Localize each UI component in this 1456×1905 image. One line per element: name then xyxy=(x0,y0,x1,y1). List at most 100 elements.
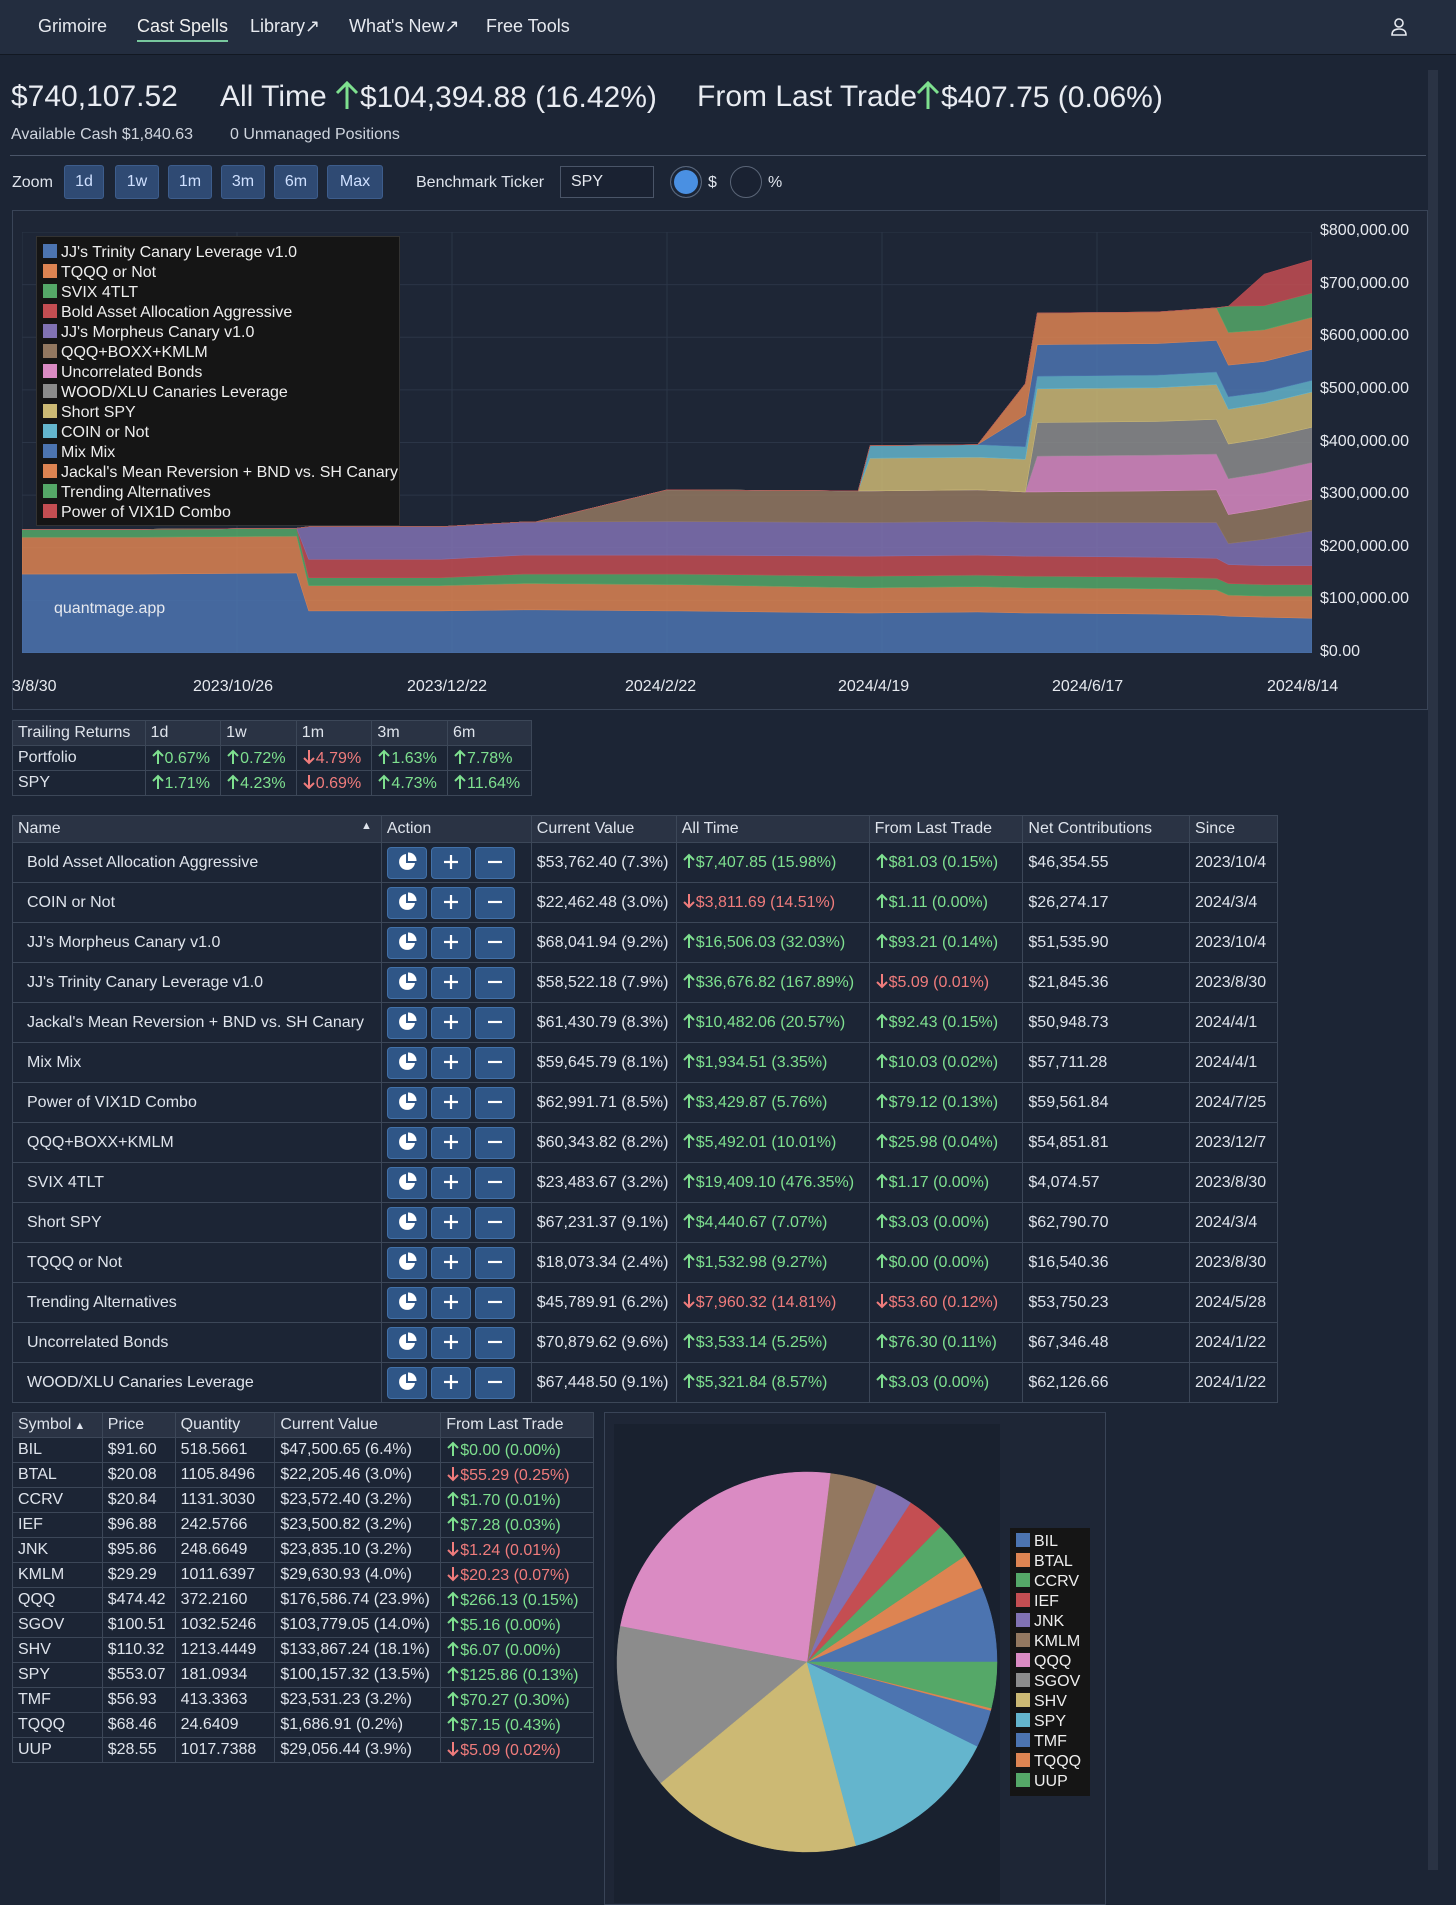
spell-name[interactable]: Mix Mix xyxy=(12,1042,382,1083)
spell-name[interactable]: TQQQ or Not xyxy=(12,1242,382,1283)
legend-item[interactable]: JJ's Trinity Canary Leverage v1.0 xyxy=(43,243,399,263)
allocation-button[interactable] xyxy=(386,1006,427,1039)
sort-asc-icon[interactable]: ▲ xyxy=(360,820,372,832)
allocation-button[interactable] xyxy=(386,846,427,879)
remove-funds-button[interactable] xyxy=(474,1246,515,1279)
add-funds-button[interactable] xyxy=(430,1286,471,1319)
spell-name[interactable]: Bold Asset Allocation Aggressive xyxy=(12,842,382,883)
allocation-button[interactable] xyxy=(386,1246,427,1279)
allocation-button[interactable] xyxy=(386,926,427,959)
remove-funds-button[interactable] xyxy=(474,1006,515,1039)
add-funds-button[interactable] xyxy=(430,1166,471,1199)
zoom-3m-button[interactable]: 3m xyxy=(221,165,265,199)
percent-radio[interactable] xyxy=(730,166,762,198)
spell-name[interactable]: QQQ+BOXX+KMLM xyxy=(12,1122,382,1163)
add-funds-button[interactable] xyxy=(430,1246,471,1279)
pie-legend-item[interactable]: BTAL xyxy=(1016,1552,1090,1572)
spell-name[interactable]: WOOD/XLU Canaries Leverage xyxy=(12,1362,382,1403)
legend-item[interactable]: Short SPY xyxy=(43,403,399,423)
benchmark-ticker-input[interactable] xyxy=(560,166,654,198)
unmanaged-positions[interactable]: 0 Unmanaged Positions xyxy=(230,126,400,143)
add-funds-button[interactable] xyxy=(430,886,471,919)
legend-item[interactable]: TQQQ or Not xyxy=(43,263,399,283)
legend-item[interactable]: Jackal's Mean Reversion + BND vs. SH Can… xyxy=(43,463,399,483)
remove-funds-button[interactable] xyxy=(474,846,515,879)
add-funds-button[interactable] xyxy=(430,1206,471,1239)
add-funds-button[interactable] xyxy=(430,966,471,999)
legend-item[interactable]: Bold Asset Allocation Aggressive xyxy=(43,303,399,323)
add-funds-button[interactable] xyxy=(430,1046,471,1079)
legend-item[interactable]: Trending Alternatives xyxy=(43,483,399,503)
user-icon[interactable] xyxy=(1386,14,1412,40)
spell-name[interactable]: Power of VIX1D Combo xyxy=(12,1082,382,1123)
allocation-button[interactable] xyxy=(386,1206,427,1239)
zoom-max-button[interactable]: Max xyxy=(327,165,383,199)
pie-legend-item[interactable]: CCRV xyxy=(1016,1572,1090,1592)
stacked-area-plot[interactable] xyxy=(22,232,1312,653)
legend-item[interactable]: WOOD/XLU Canaries Leverage xyxy=(43,383,399,403)
pie-legend-item[interactable]: IEF xyxy=(1016,1592,1090,1612)
zoom-6m-button[interactable]: 6m xyxy=(274,165,318,199)
spells-header[interactable]: Name ▲ xyxy=(12,815,382,843)
remove-funds-button[interactable] xyxy=(474,1086,515,1119)
pie-legend-item[interactable]: SGOV xyxy=(1016,1672,1090,1692)
pie-legend-item[interactable]: JNK xyxy=(1016,1612,1090,1632)
allocation-button[interactable] xyxy=(386,966,427,999)
remove-funds-button[interactable] xyxy=(474,926,515,959)
add-funds-button[interactable] xyxy=(430,926,471,959)
allocation-button[interactable] xyxy=(386,1286,427,1319)
zoom-1d-button[interactable]: 1d xyxy=(64,165,104,199)
legend-item[interactable]: SVIX 4TLT xyxy=(43,283,399,303)
legend-item[interactable]: COIN or Not xyxy=(43,423,399,443)
add-funds-button[interactable] xyxy=(430,1326,471,1359)
page-scrollbar[interactable] xyxy=(1428,70,1438,1870)
nav-library[interactable]: Library↗ xyxy=(250,16,321,36)
remove-funds-button[interactable] xyxy=(474,1326,515,1359)
spell-name[interactable]: JJ's Trinity Canary Leverage v1.0 xyxy=(12,962,382,1003)
sort-asc-icon[interactable]: ▲ xyxy=(71,1420,86,1432)
pie-legend-item[interactable]: TQQQ xyxy=(1016,1752,1090,1772)
allocation-button[interactable] xyxy=(386,1166,427,1199)
remove-funds-button[interactable] xyxy=(474,1286,515,1319)
pie-legend-item[interactable]: SPY xyxy=(1016,1712,1090,1732)
nav-grimoire[interactable]: Grimoire xyxy=(38,16,108,36)
spell-name[interactable]: Uncorrelated Bonds xyxy=(12,1322,382,1363)
legend-item[interactable]: Power of VIX1D Combo xyxy=(43,503,399,523)
pie-legend-item[interactable]: BIL xyxy=(1016,1532,1090,1552)
spell-name[interactable]: COIN or Not xyxy=(12,882,382,923)
allocation-pie-chart[interactable] xyxy=(614,1424,1000,1903)
add-funds-button[interactable] xyxy=(430,846,471,879)
allocation-button[interactable] xyxy=(386,1366,427,1399)
pie-legend-item[interactable]: SHV xyxy=(1016,1692,1090,1712)
nav-whats-new[interactable]: What's New↗ xyxy=(349,16,460,36)
remove-funds-button[interactable] xyxy=(474,1126,515,1159)
remove-funds-button[interactable] xyxy=(474,1206,515,1239)
pie-legend-item[interactable]: QQQ xyxy=(1016,1652,1090,1672)
remove-funds-button[interactable] xyxy=(474,966,515,999)
zoom-1w-button[interactable]: 1w xyxy=(115,165,159,199)
dollar-radio[interactable] xyxy=(670,166,702,198)
pie-legend-item[interactable]: KMLM xyxy=(1016,1632,1090,1652)
allocation-button[interactable] xyxy=(386,886,427,919)
add-funds-button[interactable] xyxy=(430,1006,471,1039)
spell-name[interactable]: SVIX 4TLT xyxy=(12,1162,382,1203)
spell-name[interactable]: Short SPY xyxy=(12,1202,382,1243)
add-funds-button[interactable] xyxy=(430,1086,471,1119)
spell-name[interactable]: Trending Alternatives xyxy=(12,1282,382,1323)
spell-name[interactable]: Jackal's Mean Reversion + BND vs. SH Can… xyxy=(12,1002,382,1043)
allocation-button[interactable] xyxy=(386,1326,427,1359)
remove-funds-button[interactable] xyxy=(474,1166,515,1199)
add-funds-button[interactable] xyxy=(430,1126,471,1159)
remove-funds-button[interactable] xyxy=(474,1366,515,1399)
pie-legend-item[interactable]: UUP xyxy=(1016,1772,1090,1792)
legend-item[interactable]: QQQ+BOXX+KMLM xyxy=(43,343,399,363)
add-funds-button[interactable] xyxy=(430,1366,471,1399)
zoom-1m-button[interactable]: 1m xyxy=(168,165,212,199)
holdings-header[interactable]: Symbol ▲ xyxy=(12,1412,103,1438)
legend-item[interactable]: Uncorrelated Bonds xyxy=(43,363,399,383)
nav-free-tools[interactable]: Free Tools xyxy=(486,16,570,36)
spell-name[interactable]: JJ's Morpheus Canary v1.0 xyxy=(12,922,382,963)
allocation-button[interactable] xyxy=(386,1046,427,1079)
remove-funds-button[interactable] xyxy=(474,886,515,919)
allocation-button[interactable] xyxy=(386,1086,427,1119)
